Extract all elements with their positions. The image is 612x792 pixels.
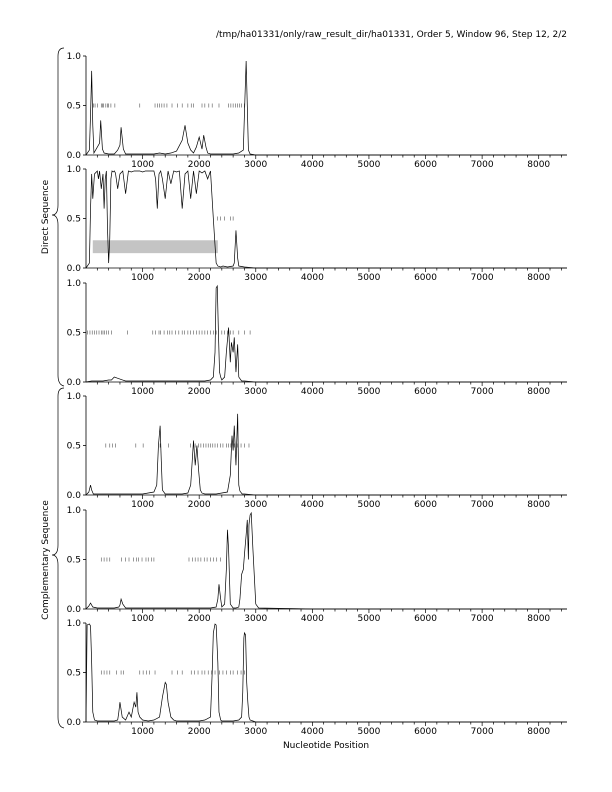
y-tick-label: 0.0 — [67, 151, 82, 161]
y-tick-label: 0.0 — [67, 491, 82, 501]
x-tick-label: 7000 — [471, 160, 494, 170]
x-tick-label: 3000 — [244, 387, 267, 397]
y-tick-label: 0.0 — [67, 378, 82, 388]
x-tick-label: 6000 — [414, 273, 437, 283]
y-tick-label: 0.0 — [67, 718, 82, 728]
x-tick-label: 2000 — [188, 614, 211, 624]
series-line — [85, 60, 567, 156]
y-tick-label: 1.0 — [67, 279, 82, 289]
x-tick-label: 5000 — [357, 727, 380, 737]
complementary-strand-label: Complementary Sequence — [41, 500, 51, 620]
x-tick-label: 7000 — [471, 614, 494, 624]
direct-strand-label: Direct Sequence — [41, 179, 51, 254]
series-line — [85, 623, 567, 723]
x-tick-label: 3000 — [244, 500, 267, 510]
x-tick-label: 4000 — [301, 387, 324, 397]
x-tick-label: 6000 — [414, 500, 437, 510]
y-tick-label: 0.0 — [67, 605, 82, 615]
x-tick-label: 6000 — [414, 727, 437, 737]
x-tick-label: 8000 — [527, 160, 550, 170]
x-tick-label: 3000 — [244, 160, 267, 170]
panel-direct-frame-2: 0.0 0.5 1.0 1000 2000 3000 4000 5000 6000 7000 800… — [67, 165, 567, 283]
x-tick-label: 8000 — [527, 727, 550, 737]
x-tick-label: 7000 — [471, 273, 494, 283]
x-axis-title: Nucleotide Position — [283, 741, 369, 751]
panels: 0.0 0.5 1.0 1000 2000 3000 4000 5000 6000 7000 800… — [67, 52, 567, 737]
x-tick-label: 8000 — [527, 273, 550, 283]
x-tick-label: 8000 — [527, 500, 550, 510]
x-tick-label: 1000 — [131, 727, 154, 737]
panel-complementary-frame-1: 0.0 0.5 1.0 1000 2000 3000 4000 5000 6000 7000 800… — [67, 392, 567, 510]
complementary-strand-bracket — [51, 387, 65, 729]
y-tick-label: 0.5 — [67, 669, 81, 679]
y-tick-label: 0.5 — [67, 215, 81, 225]
series-line — [85, 284, 567, 383]
x-tick-label: 1000 — [131, 614, 154, 624]
x-tick-label: 1000 — [131, 500, 154, 510]
series-line — [85, 511, 567, 610]
y-tick-label: 0.0 — [67, 264, 82, 274]
x-tick-label: 5000 — [357, 160, 380, 170]
y-tick-label: 1.0 — [67, 619, 82, 629]
x-tick-label: 5000 — [357, 500, 380, 510]
x-tick-label: 5000 — [357, 614, 380, 624]
x-tick-label: 7000 — [471, 727, 494, 737]
panel-complementary-frame-2: 0.0 0.5 1.0 1000 2000 3000 4000 5000 6000 7000 800… — [67, 506, 567, 624]
x-tick-label: 5000 — [357, 387, 380, 397]
direct-strand-bracket — [51, 47, 65, 387]
y-tick-label: 1.0 — [67, 165, 82, 175]
panel-complementary-frame-3: 0.0 0.5 1.0 1000 2000 3000 4000 5000 6000 7000 800… — [67, 619, 567, 737]
x-tick-label: 2000 — [188, 273, 211, 283]
x-tick-label: 1000 — [131, 160, 154, 170]
y-tick-label: 1.0 — [67, 52, 82, 62]
y-tick-label: 1.0 — [67, 506, 82, 516]
x-tick-label: 8000 — [527, 387, 550, 397]
y-tick-label: 0.5 — [67, 102, 81, 112]
x-tick-label: 3000 — [244, 727, 267, 737]
y-tick-label: 1.0 — [67, 392, 82, 402]
panel-direct-frame-3: 0.0 0.5 1.0 1000 2000 3000 4000 5000 6000 7000 800… — [67, 279, 567, 397]
header-path-text: /tmp/ha01331/only/raw_result_dir/ha01331… — [216, 30, 567, 40]
x-tick-label: 7000 — [471, 500, 494, 510]
x-tick-label: 1000 — [131, 387, 154, 397]
x-tick-label: 4000 — [301, 160, 324, 170]
series-line — [85, 413, 567, 496]
x-tick-label: 6000 — [414, 160, 437, 170]
x-tick-label: 2000 — [188, 387, 211, 397]
y-tick-label: 0.5 — [67, 329, 81, 339]
y-tick-label: 0.5 — [67, 556, 81, 566]
x-tick-label: 3000 — [244, 273, 267, 283]
x-tick-label: 7000 — [471, 387, 494, 397]
x-tick-label: 8000 — [527, 614, 550, 624]
x-tick-label: 6000 — [414, 614, 437, 624]
x-tick-label: 4000 — [301, 727, 324, 737]
x-tick-label: 5000 — [357, 273, 380, 283]
x-tick-label: 1000 — [131, 273, 154, 283]
x-tick-label: 4000 — [301, 273, 324, 283]
panel-direct-frame-1: 0.0 0.5 1.0 1000 2000 3000 4000 5000 6000 7000 800… — [67, 52, 567, 170]
shaded-region — [92, 240, 218, 254]
x-tick-label: 4000 — [301, 500, 324, 510]
x-tick-label: 2000 — [188, 500, 211, 510]
series-line — [85, 170, 567, 269]
x-tick-label: 4000 — [301, 614, 324, 624]
x-tick-label: 3000 — [244, 614, 267, 624]
y-tick-label: 0.5 — [67, 442, 81, 452]
x-tick-label: 6000 — [414, 387, 437, 397]
x-tick-label: 2000 — [188, 727, 211, 737]
x-tick-label: 2000 — [188, 160, 211, 170]
